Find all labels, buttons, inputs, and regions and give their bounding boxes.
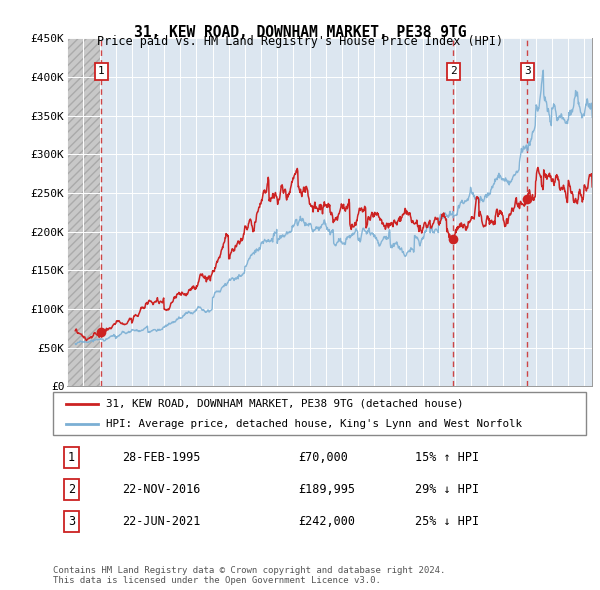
Text: 1: 1	[68, 451, 75, 464]
Text: 3: 3	[68, 515, 75, 528]
Bar	[67, 38, 101, 386]
Text: 22-JUN-2021: 22-JUN-2021	[122, 515, 200, 528]
FancyBboxPatch shape	[53, 392, 586, 435]
Text: 29% ↓ HPI: 29% ↓ HPI	[415, 483, 479, 496]
Text: £189,995: £189,995	[298, 483, 355, 496]
Text: HPI: Average price, detached house, King's Lynn and West Norfolk: HPI: Average price, detached house, King…	[106, 419, 522, 429]
Text: 2: 2	[450, 67, 457, 77]
Text: 22-NOV-2016: 22-NOV-2016	[122, 483, 200, 496]
Text: 2: 2	[68, 483, 75, 496]
Text: Price paid vs. HM Land Registry's House Price Index (HPI): Price paid vs. HM Land Registry's House …	[97, 35, 503, 48]
Text: 1: 1	[98, 67, 105, 77]
Text: 25% ↓ HPI: 25% ↓ HPI	[415, 515, 479, 528]
Text: £242,000: £242,000	[298, 515, 355, 528]
Text: 28-FEB-1995: 28-FEB-1995	[122, 451, 200, 464]
Text: 31, KEW ROAD, DOWNHAM MARKET, PE38 9TG (detached house): 31, KEW ROAD, DOWNHAM MARKET, PE38 9TG (…	[106, 399, 464, 409]
Text: 15% ↑ HPI: 15% ↑ HPI	[415, 451, 479, 464]
Text: £70,000: £70,000	[298, 451, 348, 464]
Text: 31, KEW ROAD, DOWNHAM MARKET, PE38 9TG: 31, KEW ROAD, DOWNHAM MARKET, PE38 9TG	[134, 25, 466, 40]
Text: Contains HM Land Registry data © Crown copyright and database right 2024.
This d: Contains HM Land Registry data © Crown c…	[53, 566, 445, 585]
Text: 3: 3	[524, 67, 530, 77]
